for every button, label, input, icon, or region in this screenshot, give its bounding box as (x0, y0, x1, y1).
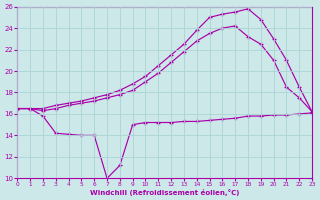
X-axis label: Windchill (Refroidissement éolien,°C): Windchill (Refroidissement éolien,°C) (90, 189, 239, 196)
